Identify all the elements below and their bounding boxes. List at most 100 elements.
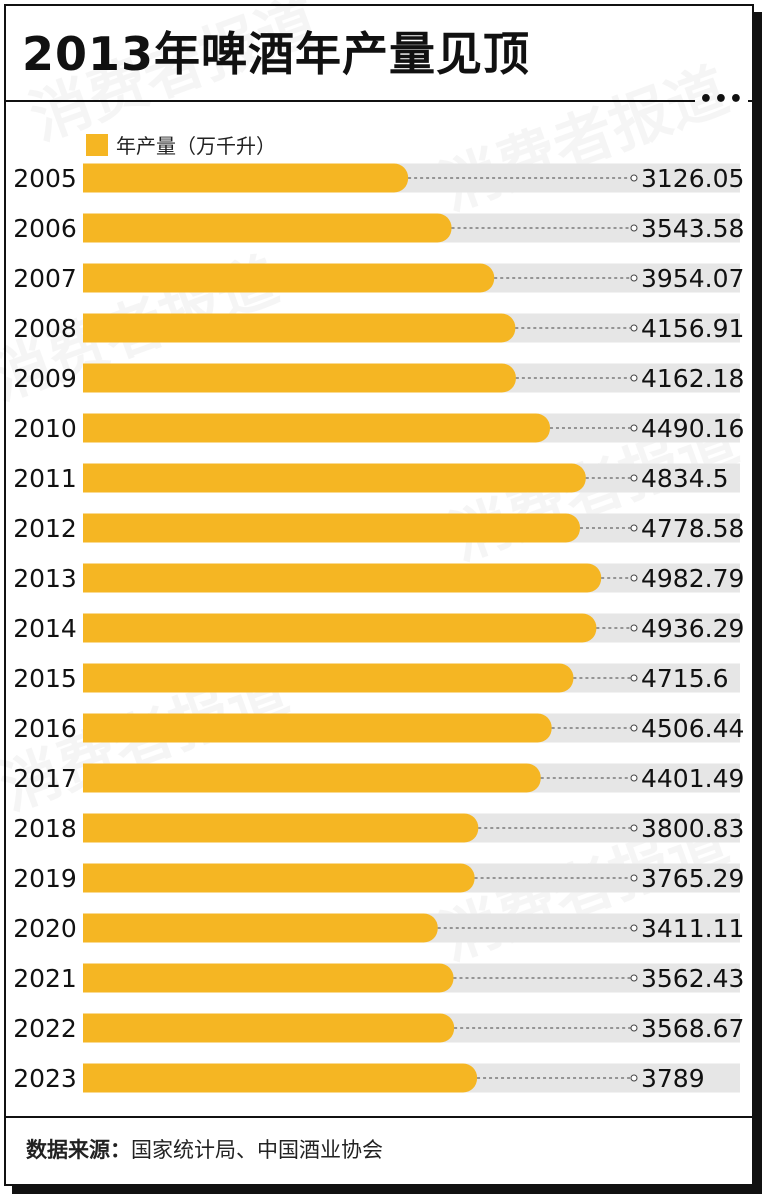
bar-base	[83, 613, 103, 643]
legend-label: 年产量（万千升）	[116, 134, 276, 158]
year-label: 2013	[13, 564, 77, 593]
bar	[83, 1013, 455, 1043]
leader-dot	[630, 674, 638, 682]
year-label: 2009	[13, 364, 77, 393]
leader-dot	[630, 974, 638, 982]
leader-dot	[630, 174, 638, 182]
value-label: 3789	[641, 1064, 705, 1093]
value-label: 4401.49	[641, 764, 744, 793]
value-label: 4834.5	[641, 464, 728, 493]
bar-base	[83, 1063, 103, 1093]
value-label: 4936.29	[641, 614, 744, 643]
year-label: 2012	[13, 514, 77, 543]
leader-dot	[630, 774, 638, 782]
value-label: 4156.91	[641, 314, 744, 343]
legend: 年产量（万千升）	[86, 130, 276, 159]
bar	[83, 913, 438, 943]
bar	[83, 663, 574, 693]
leader-dot	[630, 874, 638, 882]
bar	[83, 863, 475, 893]
bar	[83, 263, 495, 293]
year-label: 2022	[13, 1014, 77, 1043]
leader-dot	[630, 374, 638, 382]
bar-base	[83, 913, 103, 943]
bar	[83, 963, 454, 993]
bar	[83, 313, 516, 343]
bar	[83, 613, 597, 643]
bar-base	[83, 163, 103, 193]
value-label: 3126.05	[641, 164, 744, 193]
year-label: 2023	[13, 1064, 77, 1093]
bar-base	[83, 463, 103, 493]
bar	[83, 213, 452, 243]
bar	[83, 563, 602, 593]
bar-base	[83, 363, 103, 393]
value-label: 3800.83	[641, 814, 744, 843]
leader-dot	[630, 1074, 638, 1082]
year-label: 2010	[13, 414, 77, 443]
source-text: 国家统计局、中国酒业协会	[131, 1138, 383, 1162]
bar-base	[83, 213, 103, 243]
source-note: 数据来源：国家统计局、中国酒业协会	[26, 1134, 383, 1164]
year-label: 2006	[13, 214, 77, 243]
more-dots-icon[interactable]: •••	[694, 89, 748, 111]
bar-base	[83, 663, 103, 693]
year-label: 2014	[13, 614, 77, 643]
bar-base	[83, 763, 103, 793]
leader-dot	[630, 824, 638, 832]
bar	[83, 463, 586, 493]
title-divider	[6, 100, 752, 102]
leader-dot	[630, 1024, 638, 1032]
year-label: 2008	[13, 314, 77, 343]
bar	[83, 413, 550, 443]
year-label: 2019	[13, 864, 77, 893]
leader-dot	[630, 574, 638, 582]
watermark-text: 消费者报道	[21, 0, 327, 154]
value-label: 3954.07	[641, 264, 744, 293]
leader-dot	[630, 424, 638, 432]
leader-dot	[630, 724, 638, 732]
year-label: 2021	[13, 964, 77, 993]
bar	[83, 363, 516, 393]
bar	[83, 513, 580, 543]
watermark-text: 消费者报道	[431, 56, 737, 224]
bars-group: 2005 3126.05 2006 3543.58 2007 3954.07 2008 415…	[13, 163, 744, 1093]
value-label: 4778.58	[641, 514, 744, 543]
leader-dot	[630, 924, 638, 932]
year-label: 2016	[13, 714, 77, 743]
footer-divider	[6, 1116, 752, 1118]
leader-dot	[630, 324, 638, 332]
value-label: 3568.67	[641, 1014, 744, 1043]
bar-base	[83, 813, 103, 843]
year-label: 2007	[13, 264, 77, 293]
value-label: 4982.79	[641, 564, 744, 593]
leader-dot	[630, 224, 638, 232]
year-label: 2011	[13, 464, 77, 493]
bar-base	[83, 713, 103, 743]
bar-base	[83, 263, 103, 293]
value-label: 3411.11	[641, 914, 744, 943]
bar-base	[83, 563, 103, 593]
leader-dot	[630, 524, 638, 532]
year-label: 2017	[13, 764, 77, 793]
leader-dot	[630, 624, 638, 632]
value-label: 4490.16	[641, 414, 744, 443]
value-label: 3543.58	[641, 214, 744, 243]
value-label: 3765.29	[641, 864, 744, 893]
bar-base	[83, 863, 103, 893]
year-label: 2015	[13, 664, 77, 693]
bar	[83, 713, 552, 743]
bar	[83, 1063, 478, 1093]
chart-title: 2013年啤酒年产量见顶	[22, 27, 531, 81]
value-label: 4506.44	[641, 714, 744, 743]
year-label: 2018	[13, 814, 77, 843]
bar-base	[83, 313, 103, 343]
value-label: 4162.18	[641, 364, 744, 393]
bar	[83, 763, 541, 793]
leader-dot	[630, 474, 638, 482]
legend-swatch	[86, 133, 108, 156]
year-label: 2005	[13, 164, 77, 193]
value-label: 3562.43	[641, 964, 744, 993]
value-label: 4715.6	[641, 664, 728, 693]
bar-base	[83, 963, 103, 993]
